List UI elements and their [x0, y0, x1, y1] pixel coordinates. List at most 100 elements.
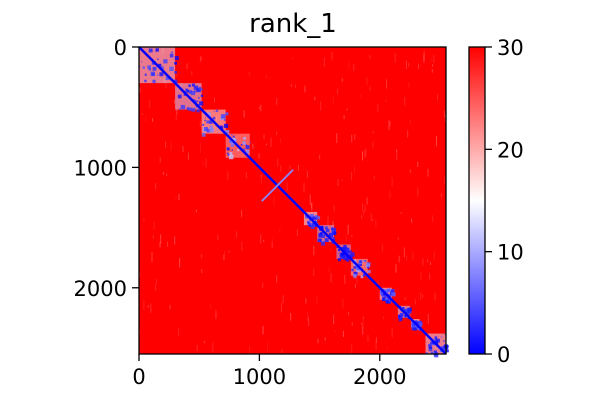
- heatmap-cell: [366, 77, 368, 85]
- heatmap-cell: [217, 235, 219, 241]
- heatmap-cell: [142, 66, 145, 69]
- heatmap-cell: [444, 333, 446, 335]
- heatmap-cell: [412, 252, 414, 261]
- heatmap-cell: [202, 161, 204, 165]
- heatmap-cell: [260, 234, 262, 244]
- heatmap-cell: [369, 54, 371, 60]
- heatmap-cell: [319, 154, 321, 160]
- heatmap-cell: [434, 292, 436, 301]
- heatmap-cell: [333, 314, 335, 325]
- heatmap-cell: [196, 109, 200, 113]
- heatmap-cell: [209, 128, 214, 133]
- heatmap-cell: [330, 248, 332, 251]
- heatmap-cell: [351, 322, 353, 326]
- heatmap-cell: [410, 320, 412, 330]
- heatmap-cell: [364, 205, 366, 212]
- heatmap-cell: [342, 330, 344, 337]
- heatmap-cell: [372, 131, 374, 134]
- heatmap-cell: [316, 216, 321, 220]
- heatmap-cell: [432, 64, 434, 67]
- heatmap-cell: [337, 88, 339, 95]
- heatmap-cell: [375, 337, 377, 344]
- heatmap-cell: [165, 80, 167, 89]
- heatmap-cell: [437, 94, 439, 101]
- heatmap-cell: [362, 316, 364, 319]
- heatmap-cell: [440, 193, 442, 198]
- heatmap-cell: [410, 218, 412, 222]
- heatmap-cell: [173, 99, 175, 104]
- heatmap-cell: [319, 232, 323, 235]
- heatmap-cell: [341, 178, 343, 182]
- heatmap-cell: [323, 57, 325, 67]
- heatmap-cell: [417, 187, 419, 197]
- heatmap-cell: [343, 114, 345, 120]
- heatmap-cell: [162, 171, 164, 175]
- heatmap-cell: [353, 259, 357, 262]
- heatmap-cell: [270, 137, 272, 148]
- x-tick-label: 1000: [233, 365, 286, 389]
- heatmap-cell: [174, 70, 177, 74]
- heatmap-cell: [414, 320, 418, 324]
- heatmap-cell: [404, 296, 406, 301]
- heatmap-cell: [377, 281, 379, 288]
- heatmap-cell: [445, 344, 449, 348]
- heatmap-cell: [174, 61, 177, 65]
- heatmap-cell: [206, 112, 211, 117]
- heatmap-cell: [228, 250, 230, 253]
- heatmap-cell: [153, 221, 155, 230]
- heatmap-cell: [148, 48, 153, 53]
- chart-title: rank_1: [249, 9, 337, 39]
- heatmap-cell: [245, 171, 247, 178]
- heatmap-cell: [320, 101, 322, 111]
- heatmap-cell: [408, 62, 410, 67]
- heatmap-cell: [267, 342, 269, 352]
- heatmap-cell: [417, 161, 419, 167]
- colorbar-tick-label: 10: [497, 241, 524, 265]
- heatmap-cell: [191, 70, 193, 76]
- heatmap-cell: [418, 63, 420, 69]
- heatmap-cell: [150, 71, 155, 77]
- heatmap-cell: [195, 209, 197, 213]
- heatmap-cell: [362, 210, 364, 216]
- heatmap-cell: [280, 302, 282, 313]
- heatmap-cell: [216, 129, 219, 131]
- heatmap-cell: [404, 315, 407, 318]
- heatmap-cell: [404, 309, 408, 313]
- heatmap-cell: [166, 173, 168, 176]
- heatmap-cell: [433, 54, 435, 63]
- heatmap-cell: [314, 220, 318, 224]
- heatmap-cell: [236, 231, 238, 238]
- heatmap-cell: [332, 95, 334, 105]
- heatmap-cell: [176, 109, 178, 115]
- colorbar: [468, 46, 486, 355]
- heatmap-cell: [337, 258, 342, 262]
- heatmap-cell: [409, 119, 411, 125]
- heatmap-cell: [398, 314, 401, 318]
- heatmap-cell: [420, 271, 422, 280]
- heatmap-cell: [258, 153, 260, 159]
- heatmap-cell: [351, 234, 353, 237]
- heatmap-cell: [398, 255, 400, 263]
- heatmap-cell: [158, 63, 162, 67]
- heatmap-cell: [178, 108, 181, 110]
- heatmap-cell: [159, 72, 164, 77]
- heatmap-cell: [404, 97, 406, 106]
- heatmap-cell: [289, 165, 291, 169]
- heatmap-cell: [280, 165, 282, 172]
- heatmap-cell: [213, 110, 215, 113]
- heatmap-cell: [432, 215, 434, 222]
- heatmap-cell: [200, 56, 202, 61]
- heatmap-cell: [362, 274, 365, 277]
- heatmap-cell: [155, 182, 157, 190]
- heatmap-cell: [182, 146, 184, 153]
- heatmap-cell: [225, 129, 230, 135]
- heatmap-cell: [199, 121, 201, 127]
- heatmap-cell: [443, 340, 445, 342]
- heatmap-cell: [143, 218, 145, 221]
- heatmap-cell: [159, 157, 161, 163]
- heatmap-cell: [141, 113, 143, 116]
- heatmap-cell: [326, 235, 328, 238]
- heatmap-cell: [331, 51, 333, 61]
- heatmap-cell: [331, 227, 337, 233]
- heatmap-cell: [277, 158, 279, 167]
